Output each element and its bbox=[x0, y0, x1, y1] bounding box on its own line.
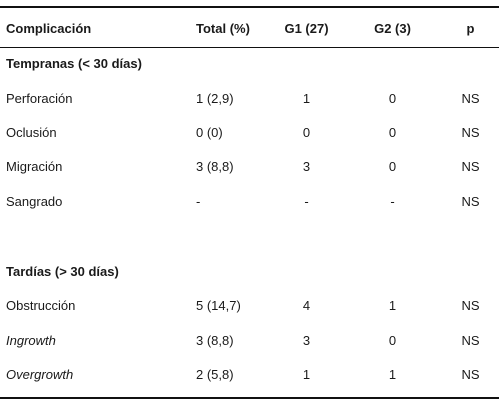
row-g2: - bbox=[390, 194, 395, 209]
row-total: 5 (14,7) bbox=[196, 298, 241, 313]
row-g2: 1 bbox=[388, 298, 397, 313]
section-title: Tardías (> 30 días) bbox=[6, 264, 119, 279]
header-g2: G2 (3) bbox=[374, 21, 411, 36]
row-label: Perforación bbox=[6, 91, 73, 106]
table-row: Ingrowth 3 (8,8) 3 0 NS bbox=[0, 331, 499, 351]
row-g2: 0 bbox=[388, 159, 397, 174]
header-g1: G1 (27) bbox=[284, 21, 329, 36]
row-p: NS bbox=[461, 298, 480, 313]
row-total: 3 (8,8) bbox=[196, 333, 234, 348]
row-g2: 0 bbox=[388, 333, 397, 348]
row-g1: 1 bbox=[302, 367, 311, 382]
section-title-row: Tempranas (< 30 días) bbox=[0, 54, 499, 74]
row-label: Overgrowth bbox=[6, 367, 74, 382]
bottom-rule bbox=[0, 397, 499, 399]
row-p: NS bbox=[461, 125, 480, 140]
row-g2: 0 bbox=[388, 91, 397, 106]
row-g1: 0 bbox=[302, 125, 311, 140]
header-rule bbox=[0, 47, 499, 48]
section-title-row: Tardías (> 30 días) bbox=[0, 262, 499, 282]
row-total: - bbox=[196, 194, 201, 209]
row-label: Oclusión bbox=[6, 125, 57, 140]
header-row: Complicación Total (%) G1 (27) G2 (3) p bbox=[0, 19, 499, 39]
row-total: 1 (2,9) bbox=[196, 91, 234, 106]
row-p: NS bbox=[461, 333, 480, 348]
row-label: Ingrowth bbox=[6, 333, 56, 348]
table-row: Oclusión 0 (0) 0 0 NS bbox=[0, 123, 499, 143]
table-row: Sangrado - - - NS bbox=[0, 192, 499, 212]
top-rule bbox=[0, 6, 499, 8]
header-complicacion: Complicación bbox=[6, 21, 92, 36]
row-label: Sangrado bbox=[6, 194, 63, 209]
row-g1: 3 bbox=[302, 333, 311, 348]
row-label: Obstrucción bbox=[6, 298, 76, 313]
row-g2: 1 bbox=[388, 367, 397, 382]
row-p: NS bbox=[461, 159, 480, 174]
section-title: Tempranas (< 30 días) bbox=[6, 56, 142, 71]
row-total: 0 (0) bbox=[196, 125, 223, 140]
row-g1: 1 bbox=[302, 91, 311, 106]
row-g1: 3 bbox=[302, 159, 311, 174]
table-row: Perforación 1 (2,9) 1 0 NS bbox=[0, 89, 499, 109]
table-row: Migración 3 (8,8) 3 0 NS bbox=[0, 157, 499, 177]
row-g2: 0 bbox=[388, 125, 397, 140]
row-label: Migración bbox=[6, 159, 63, 174]
table-row: Obstrucción 5 (14,7) 4 1 NS bbox=[0, 296, 499, 316]
row-total: 3 (8,8) bbox=[196, 159, 234, 174]
row-g1: 4 bbox=[302, 298, 311, 313]
table-row: Overgrowth 2 (5,8) 1 1 NS bbox=[0, 365, 499, 385]
row-p: NS bbox=[461, 367, 480, 382]
row-p: NS bbox=[461, 194, 480, 209]
row-p: NS bbox=[461, 91, 480, 106]
header-p: p bbox=[466, 21, 475, 36]
row-g1: - bbox=[304, 194, 309, 209]
header-total: Total (%) bbox=[196, 21, 250, 36]
row-total: 2 (5,8) bbox=[196, 367, 234, 382]
